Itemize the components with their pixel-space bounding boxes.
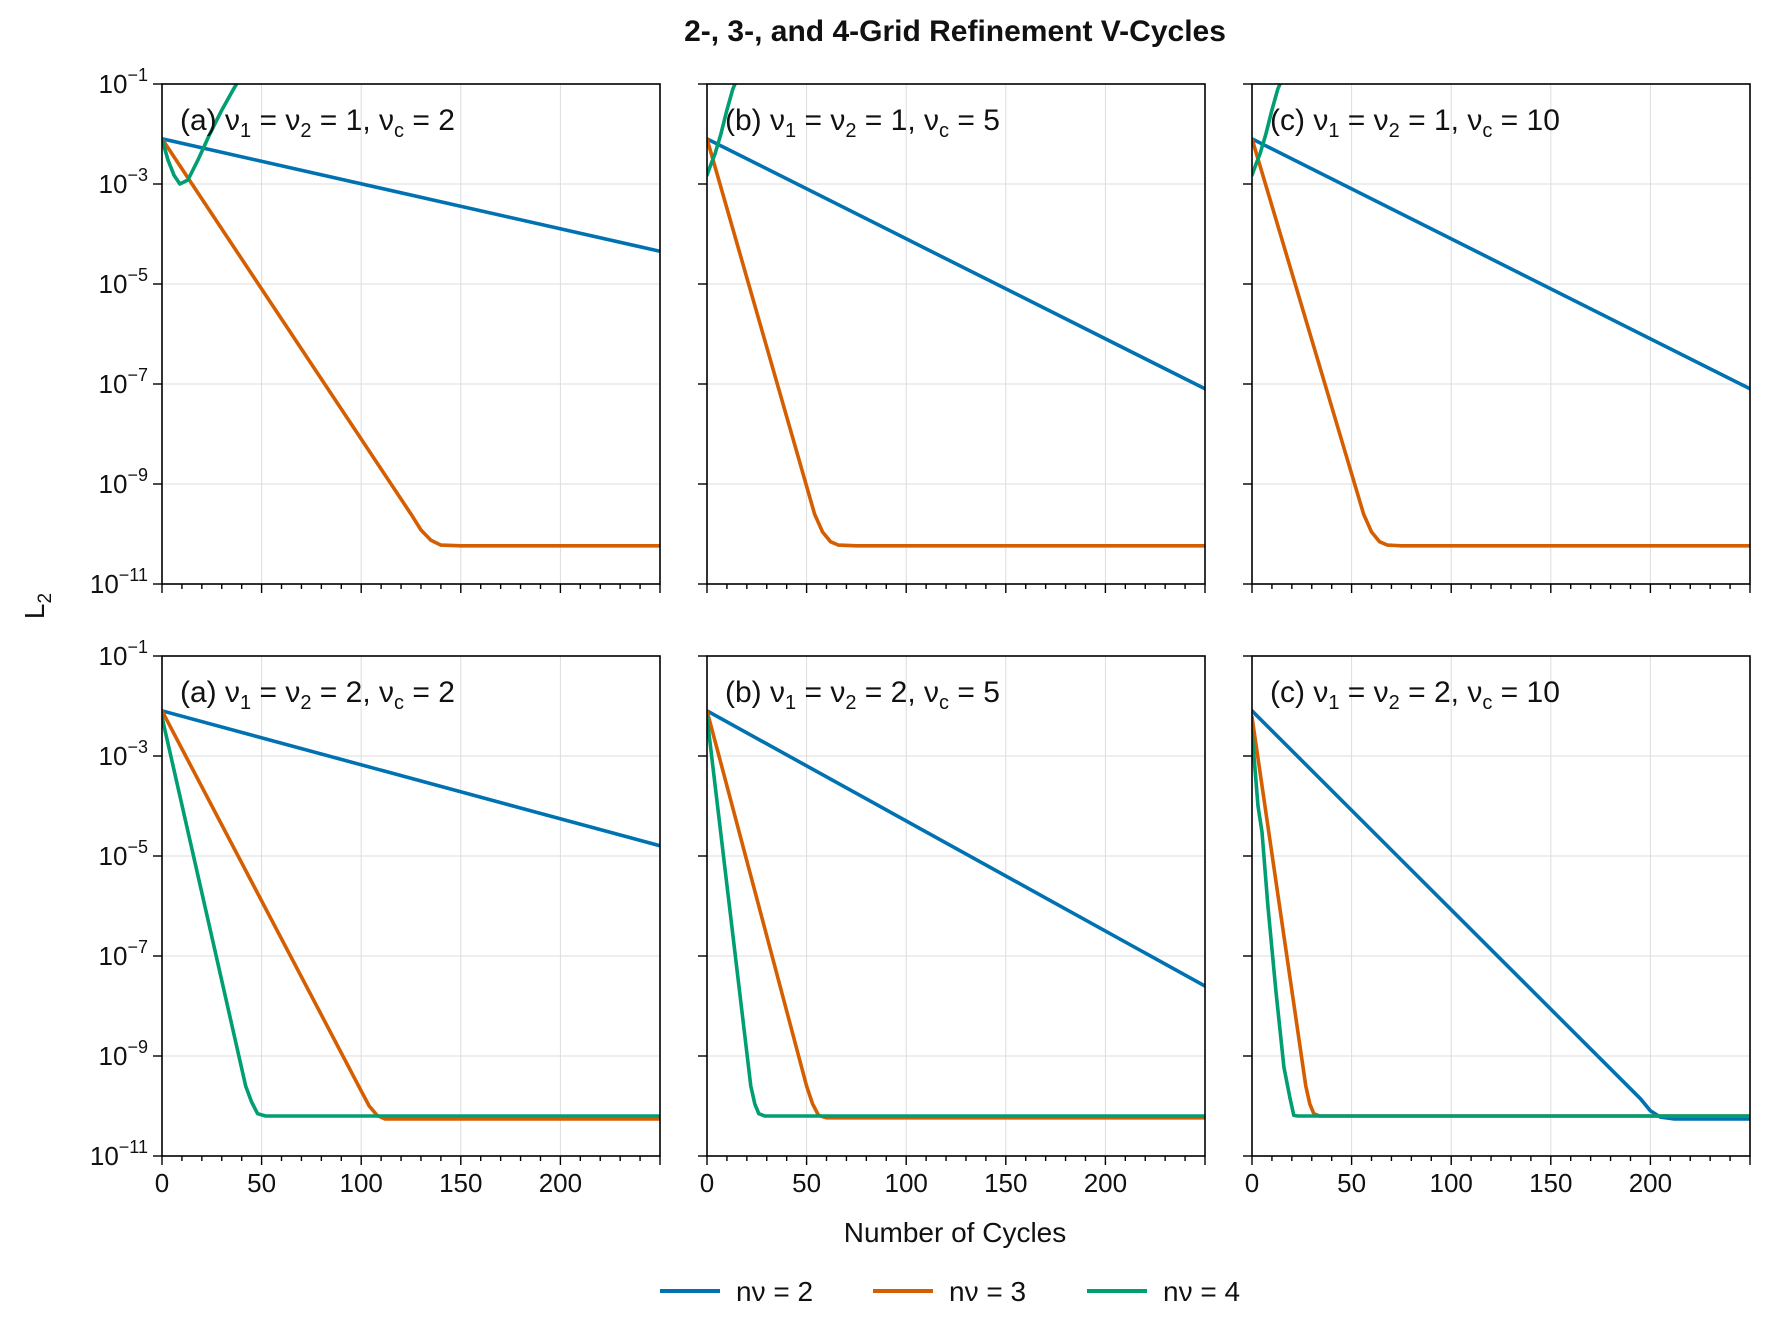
panel-label: (a) ν1 = ν2 = 2, νc = 2	[180, 676, 455, 714]
legend-label: nν = 2	[736, 1276, 813, 1307]
series-line-nv3	[162, 709, 660, 1121]
series-line-nv4	[1252, 730, 1750, 1118]
series-line-nv4	[707, 715, 1205, 1118]
x-tick-label: 50	[1337, 1168, 1366, 1198]
x-tick-label: 0	[155, 1168, 169, 1198]
series-line-nv3	[707, 709, 1205, 1120]
x-tick-label: 150	[984, 1168, 1027, 1198]
y-tick-label: 10−3	[99, 737, 148, 771]
x-tick-label: 0	[700, 1168, 714, 1198]
series-line-nv4	[707, 84, 737, 177]
series-line-nv4	[1252, 84, 1282, 177]
series-group	[162, 84, 660, 548]
y-tick-label: 10−5	[99, 265, 148, 299]
series-group	[1252, 84, 1750, 548]
axes-frame	[1251, 655, 1751, 1157]
series-line-nv3	[162, 137, 660, 548]
panel-label: (b) ν1 = ν2 = 1, νc = 5	[725, 104, 1000, 142]
panel-bottom-right: 0 50 100 150 200 (c) ν1 = ν2 = 2, νc = 10	[1243, 655, 1751, 1198]
legend: nν = 2 nν = 3 nν = 4	[660, 1276, 1240, 1307]
series-line-nv2	[1252, 709, 1750, 1121]
y-axis-label-sub: 2	[35, 593, 56, 604]
panels-group: 10−11 10−9 10−7 10−5 10−3 10−1 (a) ν1 = ν2 = 1…	[90, 65, 1751, 1198]
x-tick-label: 200	[1084, 1168, 1127, 1198]
x-tick-label: 100	[1430, 1168, 1473, 1198]
axes-frame	[706, 655, 1206, 1157]
y-tick-label: 10−1	[99, 637, 148, 671]
panel-label: (a) ν1 = ν2 = 1, νc = 2	[180, 104, 455, 142]
series-group	[162, 709, 660, 1121]
series-line-nv4	[162, 715, 660, 1118]
series-group	[707, 709, 1205, 1120]
y-tick-label: 10−7	[99, 937, 148, 971]
svg-text:L2: L2	[19, 593, 56, 619]
series-line-nv3	[1252, 137, 1750, 548]
series-line-nv2	[1252, 137, 1750, 391]
axes-frame	[161, 655, 661, 1157]
y-tick-label: 10−11	[90, 1137, 148, 1171]
panel-label: (c) ν1 = ν2 = 2, νc = 10	[1270, 676, 1560, 714]
x-tick-label: 200	[539, 1168, 582, 1198]
y-tick-label: 10−9	[99, 465, 148, 499]
axes-frame	[1251, 83, 1751, 585]
y-tick-label: 10−7	[99, 365, 148, 399]
y-tick-label: 10−1	[99, 65, 148, 99]
x-tick-label: 50	[247, 1168, 276, 1198]
legend-label: nν = 4	[1163, 1276, 1240, 1307]
x-tick-label: 0	[1245, 1168, 1259, 1198]
y-axis-label: L2	[19, 593, 56, 619]
figure-title: 2-, 3-, and 4-Grid Refinement V-Cycles	[684, 15, 1226, 48]
x-tick-label: 100	[340, 1168, 383, 1198]
x-tick-label: 50	[792, 1168, 821, 1198]
series-line-nv2	[162, 709, 660, 848]
x-axis-label: Number of Cycles	[844, 1217, 1067, 1248]
series-group	[1252, 709, 1750, 1121]
series-line-nv2	[162, 137, 660, 254]
y-axis-label-base: L	[19, 604, 50, 620]
legend-label: nν = 3	[949, 1276, 1026, 1307]
panel-bottom-left: 0 50 100 150 200 10−11 10−9 10−7 10−5 10−3 10−1 (a)…	[90, 637, 661, 1198]
panel-label: (b) ν1 = ν2 = 2, νc = 5	[725, 676, 1000, 714]
series-line-nv2	[707, 709, 1205, 988]
y-tick-label: 10−11	[90, 565, 148, 599]
y-tick-label: 10−3	[99, 165, 148, 199]
x-tick-label: 100	[885, 1168, 928, 1198]
panel-top-middle: (b) ν1 = ν2 = 1, νc = 5	[698, 83, 1206, 593]
series-line-nv4	[162, 84, 239, 186]
x-tick-label: 200	[1629, 1168, 1672, 1198]
panel-top-left: 10−11 10−9 10−7 10−5 10−3 10−1 (a) ν1 = ν2 = 1…	[90, 65, 661, 599]
axes-frame	[706, 83, 1206, 585]
x-tick-label: 150	[439, 1168, 482, 1198]
y-tick-label: 10−9	[99, 1037, 148, 1071]
panel-top-right: (c) ν1 = ν2 = 1, νc = 10	[1243, 83, 1751, 593]
x-tick-label: 150	[1529, 1168, 1572, 1198]
panel-bottom-middle: 0 50 100 150 200 (b) ν1 = ν2 = 2, νc = 5	[698, 655, 1206, 1198]
series-line-nv3	[707, 137, 1205, 548]
y-tick-label: 10−5	[99, 837, 148, 871]
panel-label: (c) ν1 = ν2 = 1, νc = 10	[1270, 104, 1560, 142]
series-group	[707, 84, 1205, 548]
series-line-nv2	[707, 137, 1205, 391]
axes-frame	[161, 83, 661, 585]
